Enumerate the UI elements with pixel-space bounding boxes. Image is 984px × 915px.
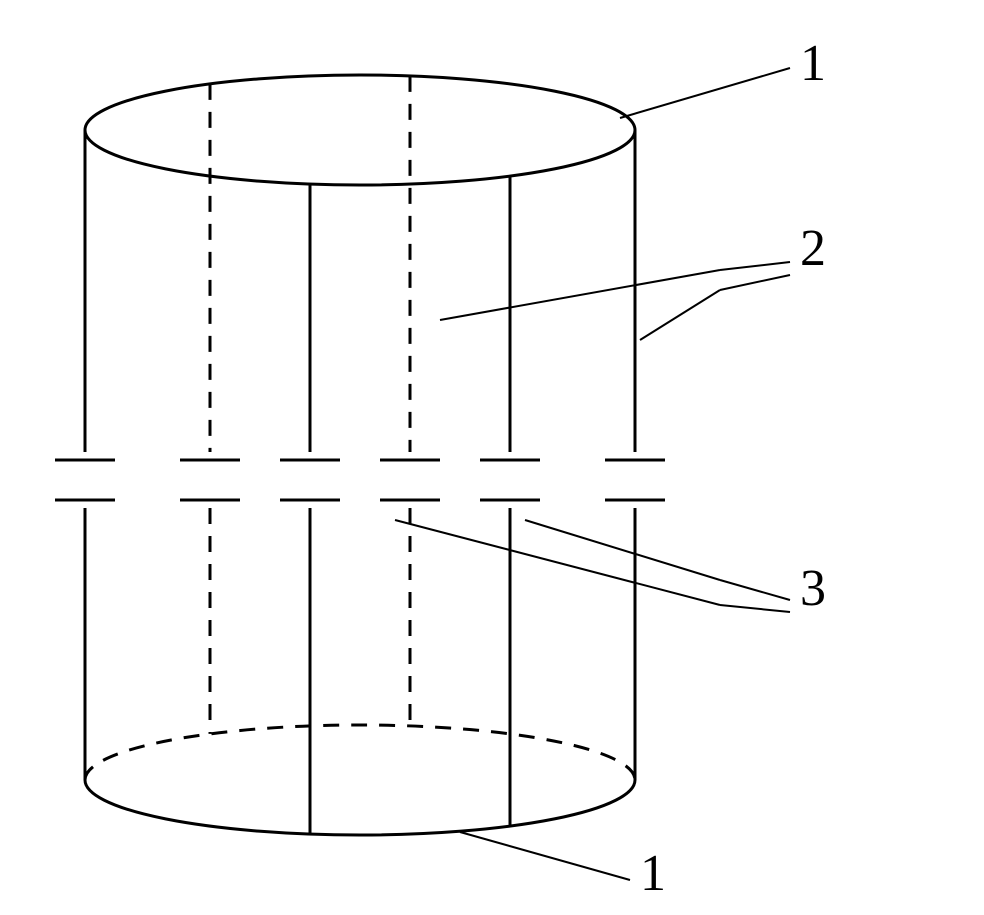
label-3: 3: [800, 559, 826, 618]
label-1-top: 1: [800, 34, 826, 93]
label-2: 2: [800, 219, 826, 278]
cylinder-diagram: [0, 0, 984, 915]
label-1-bottom: 1: [640, 844, 666, 903]
